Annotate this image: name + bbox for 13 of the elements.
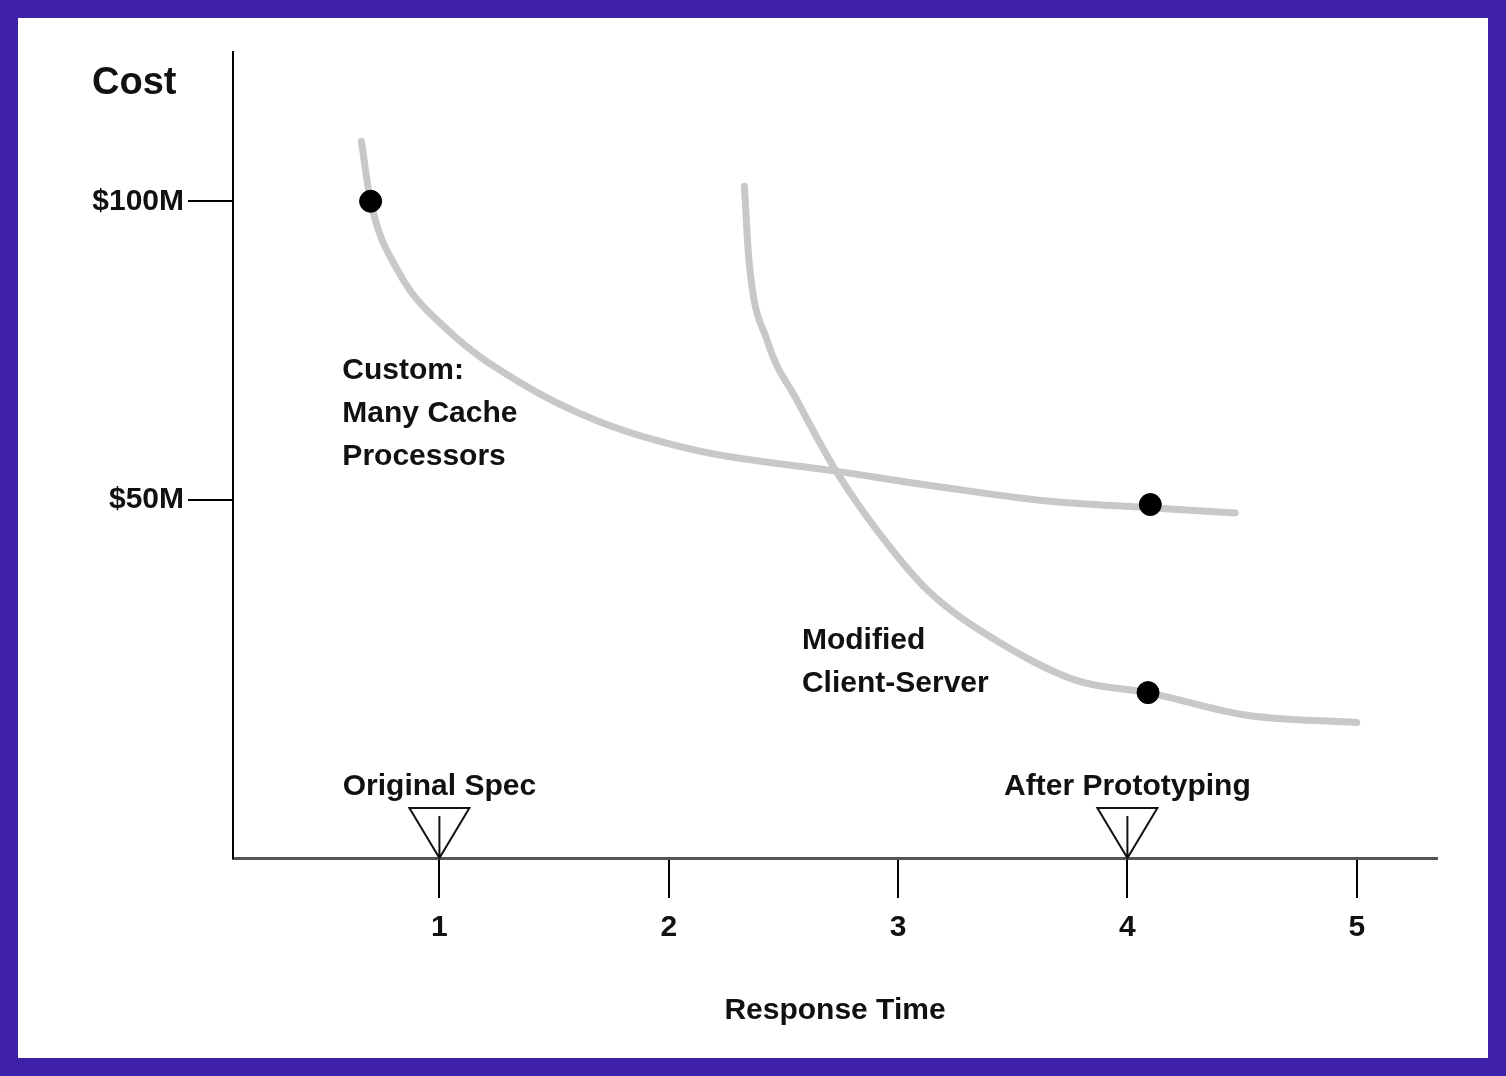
y-tick-label: $50M bbox=[108, 481, 184, 515]
x-tick-label: 1 bbox=[431, 909, 448, 943]
x-axis-title: Response Time bbox=[724, 992, 946, 1026]
y-tick-label: $100M bbox=[92, 182, 184, 216]
x-tick-label: 2 bbox=[660, 909, 678, 943]
ref-line-label: After Prototyping bbox=[1004, 768, 1251, 802]
series-label: Modified Client-Server bbox=[801, 621, 990, 698]
x-tick-label: 3 bbox=[889, 909, 907, 943]
ref-line-label: Original Spec bbox=[342, 768, 537, 802]
x-tick-label: 5 bbox=[1348, 909, 1366, 943]
series-label: Custom: Many Cache Processors bbox=[342, 352, 518, 472]
y-axis-title: Cost bbox=[92, 60, 177, 103]
x-tick-label: 4 bbox=[1119, 909, 1137, 943]
